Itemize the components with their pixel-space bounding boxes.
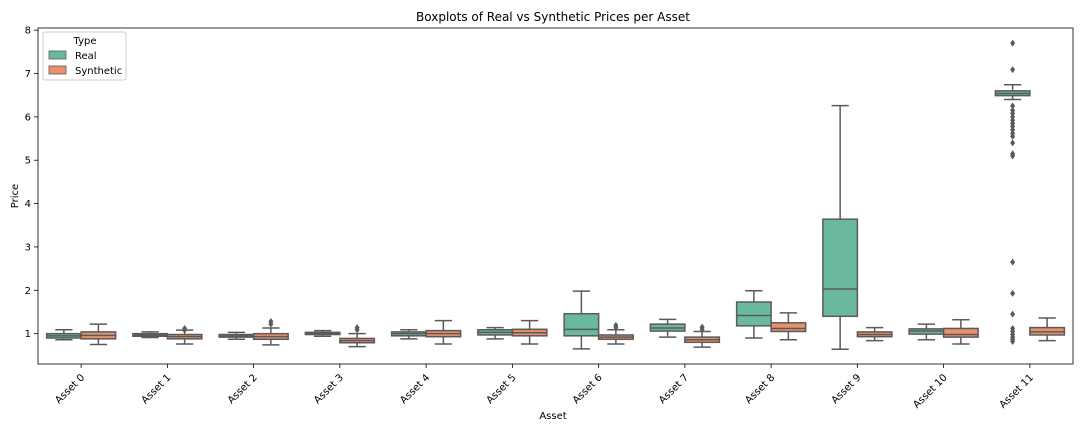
- box-group: [942, 319, 979, 345]
- outlier-point: [1010, 152, 1016, 160]
- box-group: [80, 323, 117, 346]
- outlier-point: [1010, 258, 1016, 266]
- x-tick-label: Asset 6: [571, 372, 605, 406]
- box-group: [477, 326, 514, 340]
- box-group: [563, 290, 600, 350]
- x-tick-label: Asset 8: [743, 372, 777, 406]
- legend: Type Real Synthetic: [42, 31, 127, 81]
- box-group: [649, 318, 686, 338]
- x-tick-label: Asset 0: [53, 372, 87, 406]
- box-group: [735, 289, 772, 339]
- y-tick-label: 1: [25, 329, 31, 340]
- y-tick-label: 8: [25, 26, 31, 37]
- box-iqr: [770, 322, 807, 333]
- legend-swatch-synthetic: [48, 65, 67, 75]
- box-group: [994, 39, 1031, 345]
- box-group: [684, 323, 721, 348]
- box-group: [304, 329, 341, 338]
- box-group: [339, 324, 376, 348]
- outlier-point: [1010, 337, 1016, 345]
- outlier-point: [699, 325, 705, 333]
- box-iqr: [942, 327, 979, 338]
- y-tick-label: 5: [25, 156, 31, 167]
- x-tick-label: Asset 11: [998, 372, 1036, 410]
- x-tick-label: Asset 4: [398, 372, 432, 406]
- y-tick-label: 2: [25, 286, 31, 297]
- x-tick-label: Asset 1: [140, 372, 174, 406]
- box-group: [218, 331, 255, 341]
- x-tick-label: Asset 3: [312, 372, 346, 406]
- boxes-layer: [45, 39, 1066, 351]
- outlier-point: [1010, 132, 1016, 140]
- outlier-point: [1010, 39, 1016, 47]
- x-tick-label: Asset 9: [830, 372, 864, 406]
- chart-title: Boxplots of Real vs Synthetic Prices per…: [416, 10, 690, 24]
- legend-swatch-real: [48, 50, 67, 60]
- box-group: [822, 104, 859, 351]
- y-tick-label: 4: [25, 199, 31, 210]
- outlier-point: [613, 324, 619, 332]
- legend-label-real: Real: [75, 51, 97, 62]
- outlier-point: [268, 320, 274, 328]
- x-tick-label: Asset 5: [485, 372, 519, 406]
- y-tick-label: 7: [25, 69, 31, 80]
- y-tick-label: 3: [25, 242, 31, 253]
- box-group: [856, 326, 893, 342]
- box-group: [597, 321, 634, 345]
- outlier-point: [1010, 139, 1016, 147]
- x-tick-label: Asset 2: [226, 372, 260, 406]
- box-group: [1029, 317, 1066, 342]
- box-group: [390, 328, 427, 340]
- box-group: [166, 324, 203, 345]
- box-group: [770, 312, 807, 341]
- box-iqr: [735, 301, 772, 327]
- x-axis: Asset 0 Asset 1 Asset 2 Asset 3 Asset 4 Asset…: [53, 364, 1036, 411]
- outlier-point: [1010, 102, 1016, 110]
- outlier-point: [1010, 310, 1016, 318]
- y-tick-label: 6: [25, 112, 31, 123]
- x-axis-label: Asset: [539, 411, 566, 422]
- outlier-point: [182, 326, 188, 334]
- box-group: [511, 319, 548, 345]
- x-tick-label: Asset 10: [911, 372, 949, 410]
- box-iqr: [563, 312, 600, 337]
- legend-label-synthetic: Synthetic: [75, 66, 122, 77]
- outlier-point: [354, 326, 360, 334]
- outlier-point: [1010, 289, 1016, 297]
- box-group: [425, 319, 462, 345]
- plot-frame: [37, 27, 1074, 365]
- y-axis-label: Price: [10, 184, 21, 208]
- box-group: [252, 318, 289, 346]
- x-tick-label: Asset 7: [657, 372, 691, 406]
- box-group: [132, 331, 169, 339]
- box-group: [908, 323, 945, 341]
- legend-title: Type: [73, 36, 97, 47]
- box-iqr: [822, 218, 859, 318]
- outlier-point: [1010, 66, 1016, 74]
- box-group: [45, 328, 82, 341]
- y-axis: 1 2 3 4 5 6 7 8: [25, 26, 38, 340]
